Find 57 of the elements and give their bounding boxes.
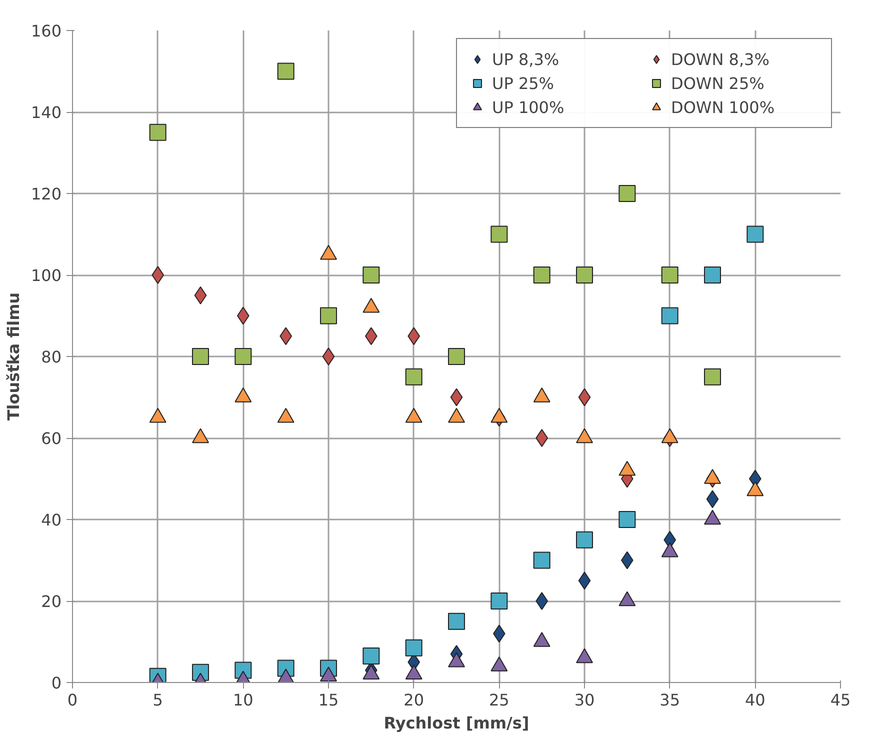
point — [448, 612, 465, 630]
point — [405, 368, 422, 386]
point — [661, 307, 678, 324]
y-tick-label: 140 — [30, 103, 62, 122]
point — [405, 639, 422, 656]
x-tick-label: 45 — [830, 690, 851, 710]
point — [490, 226, 508, 243]
point — [450, 388, 463, 406]
y-tick-label: 120 — [30, 184, 62, 204]
x-axis-title: Rychlost [mm/s] — [384, 714, 530, 732]
point — [533, 552, 550, 569]
point — [618, 511, 636, 528]
point — [192, 348, 209, 365]
point — [576, 531, 593, 548]
y-tick-label: 0 — [51, 674, 62, 692]
legend-label: UP 8,3% — [492, 50, 560, 68]
x-tick-label: 15 — [318, 690, 339, 710]
x-tick-label: 20 — [404, 690, 424, 710]
point — [661, 266, 678, 284]
point — [277, 62, 294, 80]
y-tick-label: 80 — [41, 348, 62, 366]
x-tick-label: 25 — [488, 690, 510, 710]
legend-label: DOWN 8,3% — [671, 50, 770, 68]
legend-label: UP 25% — [492, 74, 556, 92]
point — [234, 348, 252, 365]
point — [704, 368, 721, 386]
point — [533, 266, 550, 284]
y-tick-label: 160 — [30, 22, 62, 40]
point — [322, 348, 335, 366]
point — [448, 348, 465, 365]
point — [746, 226, 764, 243]
point — [194, 286, 207, 304]
point — [320, 307, 337, 324]
point — [362, 648, 380, 665]
y-tick-label: 100 — [30, 266, 62, 285]
point — [706, 490, 719, 508]
y-tick-label: 60 — [41, 429, 62, 448]
y-tick-label: 20 — [41, 592, 62, 611]
x-tick-label: 0 — [67, 690, 78, 710]
x-tick-label: 40 — [744, 690, 766, 710]
point — [578, 388, 591, 406]
x-tick-label: 5 — [152, 690, 163, 710]
y-axis-title: Tloušťka filmu — [4, 292, 23, 421]
legend-label: DOWN 100% — [671, 98, 776, 116]
point — [578, 572, 591, 590]
point — [618, 185, 636, 202]
point — [362, 266, 380, 284]
x-tick-label: 30 — [574, 690, 595, 710]
x-tick-label: 35 — [660, 690, 680, 710]
point — [704, 266, 721, 284]
y-tick-label: 40 — [41, 510, 62, 530]
legend-label: DOWN 25% — [671, 74, 766, 92]
point — [149, 124, 166, 141]
legend-label: UP 100% — [492, 98, 566, 116]
point — [576, 266, 593, 284]
point — [490, 592, 508, 610]
x-tick-label: 10 — [232, 690, 254, 710]
